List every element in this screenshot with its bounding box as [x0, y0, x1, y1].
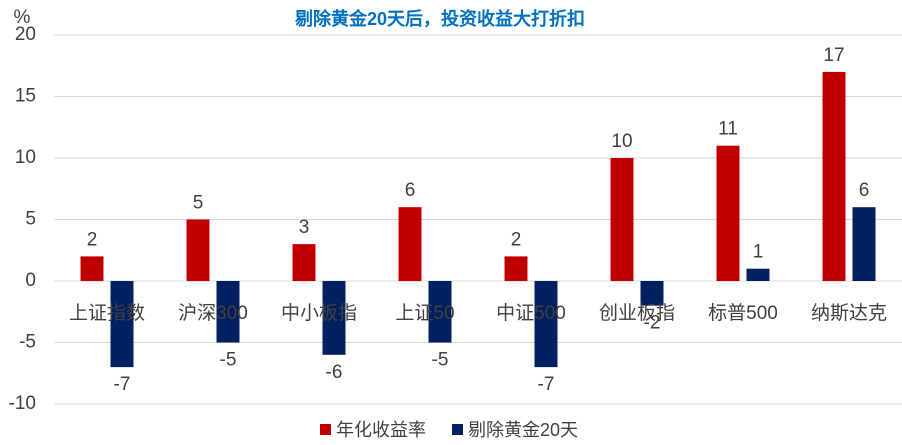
bar: [216, 281, 240, 343]
value-label: 3: [299, 217, 310, 238]
value-label: 1: [753, 242, 764, 263]
value-label: 6: [859, 180, 870, 201]
x-tick-label: 纳斯达克: [811, 302, 887, 324]
value-label: 5: [193, 193, 204, 214]
legend-swatch: [452, 424, 463, 435]
value-label: 2: [87, 229, 98, 250]
bar: [292, 244, 316, 281]
value-label: 6: [405, 180, 416, 201]
y-tick-label: -5: [19, 332, 36, 353]
bar: [322, 281, 346, 355]
x-tick-label: 上证50: [395, 302, 454, 324]
x-tick-label: 创业板指: [599, 302, 675, 324]
bar: [852, 207, 876, 281]
value-label: -6: [326, 362, 343, 383]
bar: [504, 256, 528, 281]
y-tick-label: 10: [15, 147, 36, 168]
y-unit: %: [14, 7, 31, 28]
bar: [640, 281, 664, 306]
bar: [428, 281, 452, 343]
value-label: -5: [220, 350, 237, 371]
legend-label: 剔除黄金20天: [468, 420, 578, 440]
bar: [110, 281, 134, 368]
value-label: 17: [823, 45, 844, 66]
value-label: -2: [644, 313, 661, 334]
bar: [80, 256, 104, 281]
value-label: 10: [611, 131, 632, 152]
bar: [716, 145, 740, 281]
y-tick-label: 0: [25, 270, 36, 291]
bar: [822, 71, 846, 282]
chart-title: 剔除黄金20天后，投资收益大打折扣: [294, 8, 585, 29]
bar: [534, 281, 558, 368]
y-tick-label: 20: [15, 24, 36, 45]
bar: [186, 219, 210, 281]
x-tick-label: 标普500: [708, 302, 778, 324]
legend-swatch: [320, 424, 331, 435]
legend-label: 年化收益率: [336, 420, 426, 440]
value-label: -5: [432, 350, 449, 371]
y-tick-label: -10: [9, 393, 36, 414]
x-tick-label: 上证指数: [69, 302, 145, 324]
value-label: -7: [114, 374, 131, 395]
x-tick-label: 中小板指: [281, 302, 357, 324]
y-tick-label: 5: [25, 209, 36, 230]
x-tick-label: 沪深300: [178, 302, 248, 324]
value-label: -7: [538, 374, 555, 395]
bar: [746, 268, 770, 281]
value-label: 11: [718, 119, 738, 140]
x-tick-label: 中证500: [496, 302, 566, 324]
y-tick-label: 15: [15, 86, 36, 107]
value-label: 2: [511, 229, 522, 250]
bar: [610, 158, 634, 281]
bar: [398, 207, 422, 281]
